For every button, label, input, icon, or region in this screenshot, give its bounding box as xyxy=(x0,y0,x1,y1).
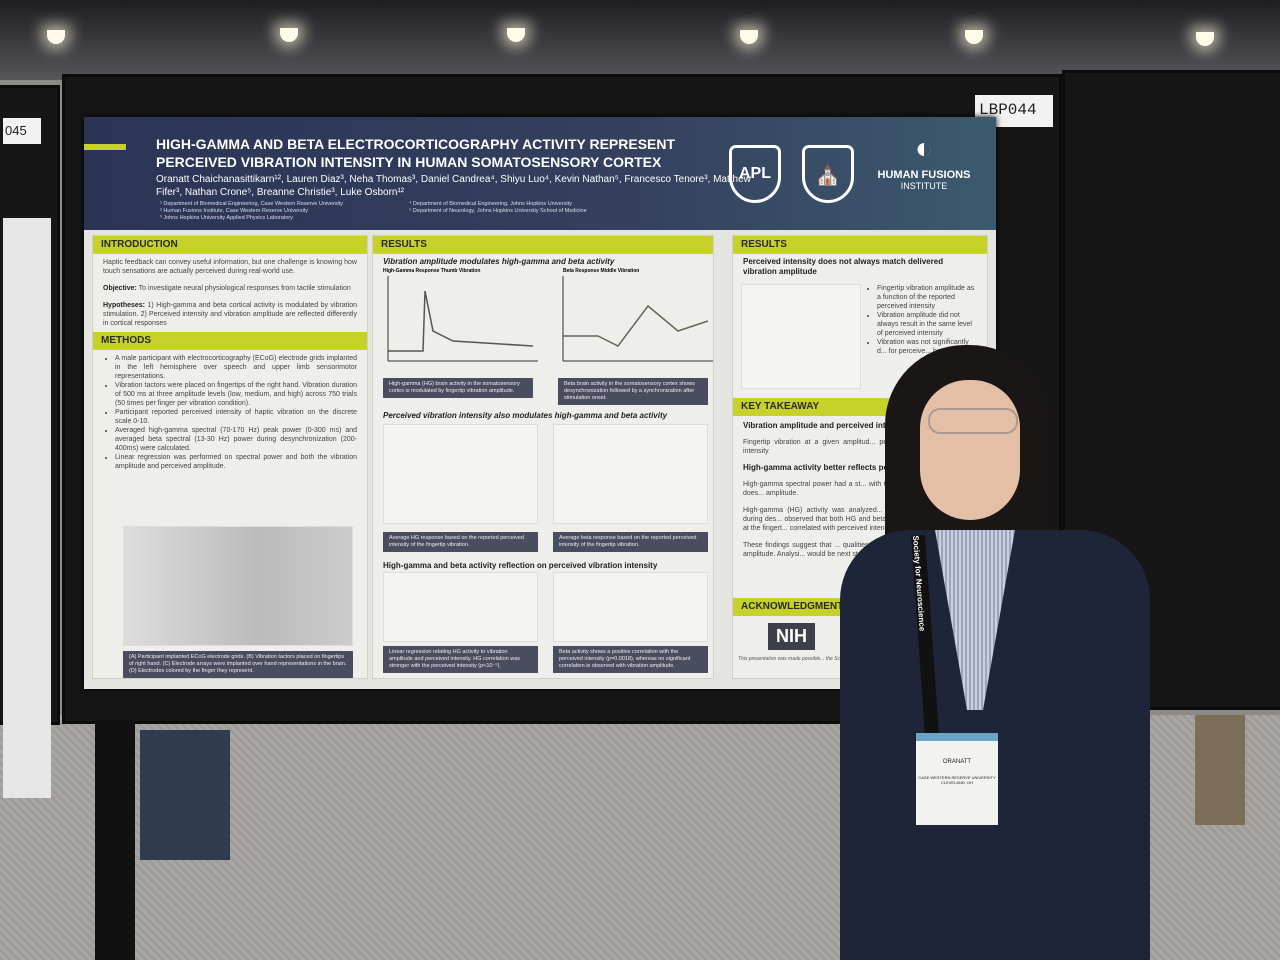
poster-header: HIGH-GAMMA AND BETA ELECTROCORTICOGRAPHY… xyxy=(84,117,996,230)
board-number: 045 xyxy=(3,118,41,144)
results-subheading: Perceived vibration intensity also modul… xyxy=(383,411,668,420)
beta-regression-plot xyxy=(553,572,708,642)
objective-text: Objective: To investigate neural physiol… xyxy=(93,280,367,297)
affiliation: ² Human Fusions Institute, Case Western … xyxy=(160,208,309,214)
left-poster-board: 045 xyxy=(0,85,60,798)
name-badge: ORANATT CASE WESTERN RESERVE UNIVERSITY … xyxy=(916,733,998,825)
ceiling-light xyxy=(507,28,525,42)
figure-caption: Beta brain activity in the somatosensory… xyxy=(558,378,708,405)
takeaway-body: Vibration amplitude and perceived int...… xyxy=(733,418,987,563)
affiliation: ³ Johns Hopkins University Applied Physi… xyxy=(160,215,293,221)
beta-violin-plot xyxy=(553,424,708,524)
results-subheading: Perceived intensity does not always matc… xyxy=(743,257,944,276)
research-poster: HIGH-GAMMA AND BETA ELECTROCORTICOGRAPHY… xyxy=(84,117,996,689)
accent-bar xyxy=(84,144,126,150)
takeaway-text: High-gamma spectral power had a st... wi… xyxy=(743,481,977,497)
board-leg xyxy=(95,720,135,960)
ceiling-light xyxy=(280,28,298,42)
ceiling xyxy=(0,0,1280,80)
ceiling-light xyxy=(965,30,983,44)
methods-list: A male participant with electrocorticogr… xyxy=(93,350,367,475)
hopkins-logo: ⛪ xyxy=(802,145,854,203)
objective-label: Objective: xyxy=(103,285,137,292)
ack-note: This presentation was made possible... t… xyxy=(738,656,900,662)
results-middle-column: RESULTS Vibration amplitude modulates hi… xyxy=(372,235,714,679)
methods-figure xyxy=(123,526,353,646)
section-heading: METHODS xyxy=(93,332,367,350)
takeaway-heading: Vibration amplitude and perceived int...… xyxy=(743,421,958,430)
ceiling-light xyxy=(1196,32,1214,46)
poster-title: HIGH-GAMMA AND BETA ELECTROCORTICOGRAPHY… xyxy=(156,136,676,170)
hfi-name: HUMAN FUSIONS xyxy=(877,169,971,181)
badge-name: ORANATT xyxy=(942,759,972,765)
neighbor-poster xyxy=(3,218,51,798)
methods-bullet: Participant reported perceived intensity… xyxy=(115,408,357,426)
intro-text: Haptic feedback can convey useful inform… xyxy=(103,259,357,275)
methods-bullet: Linear regression was performed on spect… xyxy=(115,453,357,471)
ceiling-light xyxy=(740,30,758,44)
results-bullet: Vibration amplitude did not always resul… xyxy=(877,311,975,338)
hypotheses-label: Hypotheses: xyxy=(103,302,146,309)
affiliation: ⁴ Department of Biomedical Engineering, … xyxy=(409,201,572,207)
figure-caption: High-gamma (HG) brain activity in the so… xyxy=(383,378,533,398)
ceiling-light xyxy=(47,30,65,44)
perceived-vs-actual-plot xyxy=(741,284,861,389)
human-fusions-logo: ◐ HUMAN FUSIONS INSTITUTE xyxy=(864,129,984,191)
high-gamma-plot xyxy=(387,276,538,362)
figure-caption: Linear regression relating HG activity t… xyxy=(383,646,538,673)
methods-bullet: Averaged high-gamma spectral (70-170 Hz)… xyxy=(115,426,357,453)
affiliations-left: ¹ Department of Biomedical Engineering, … xyxy=(160,201,420,222)
figure-caption: Average beta response based on the repor… xyxy=(553,532,708,552)
face xyxy=(920,380,1020,520)
section-heading: RESULTS xyxy=(373,236,713,254)
figure-title: Beta Response Middle Vibration xyxy=(563,268,640,274)
figure-caption: Average HG response based on the reporte… xyxy=(383,532,538,552)
beta-plot xyxy=(562,276,713,362)
background-person-legs xyxy=(1195,715,1245,825)
section-heading: INTRODUCTION xyxy=(93,236,367,254)
hfi-mark-icon: ◐ xyxy=(914,132,934,165)
results-bullets: Fingertip vibration amplitude as a funct… xyxy=(865,280,985,360)
apl-logo: APL xyxy=(729,145,781,203)
glasses xyxy=(928,408,1018,434)
badge-org: CASE WESTERN RESERVE UNIVERSITY xyxy=(918,775,996,780)
figure-caption: Beta activity shows a positive correlati… xyxy=(553,646,708,673)
results-bullet: Vibration was not significantly d... for… xyxy=(877,338,975,356)
affiliation: ¹ Department of Biomedical Engineering, … xyxy=(160,201,344,207)
hypotheses: 1) High-gamma and beta cortical activity… xyxy=(103,302,357,327)
affiliation: ⁵ Department of Neurology, Johns Hopkins… xyxy=(409,208,587,214)
hfi-sub: INSTITUTE xyxy=(900,181,948,191)
nih-logo: NIH xyxy=(768,623,815,650)
takeaway-text: High-gamma (HG) activity was analyzed...… xyxy=(743,507,977,532)
intro-methods-column: INTRODUCTION Haptic feedback can convey … xyxy=(92,235,368,679)
presenter: Society for Neuroscience ORANATT CASE WE… xyxy=(840,340,1160,960)
results-bullet: Fingertip vibration amplitude as a funct… xyxy=(877,284,975,311)
takeaway-text: Fingertip vibration at a given amplitud.… xyxy=(743,439,977,455)
takeaway-text: These findings suggest that ... qualitie… xyxy=(743,542,977,558)
hg-regression-plot xyxy=(383,572,538,642)
hypotheses-text: Hypotheses: 1) High-gamma and beta corti… xyxy=(93,297,367,332)
methods-bullet: A male participant with electrocorticogr… xyxy=(115,354,357,381)
results-subheading: Vibration amplitude modulates high-gamma… xyxy=(383,257,615,266)
poster-authors: Oranatt Chaichanasittikarn¹², Lauren Dia… xyxy=(156,174,751,198)
figure-title: High-Gamma Response Thumb Vibration xyxy=(383,268,481,274)
hg-violin-plot xyxy=(383,424,538,524)
objective: To investigate neural physiological resp… xyxy=(136,285,351,292)
badge-city: CLEVELAND, OH xyxy=(940,780,973,785)
affiliations-right: ⁴ Department of Biomedical Engineering, … xyxy=(409,201,669,215)
methods-bullet: Vibration tactors were placed on fingert… xyxy=(115,381,357,408)
results-subheading: High-gamma and beta activity reflection … xyxy=(383,561,658,570)
background-person-legs xyxy=(140,730,230,860)
takeaway-heading: High-gamma activity better reflects pe..… xyxy=(743,463,895,472)
section-heading: RESULTS xyxy=(733,236,987,254)
methods-caption: (A) Participant implanted ECoG electrode… xyxy=(123,651,353,678)
